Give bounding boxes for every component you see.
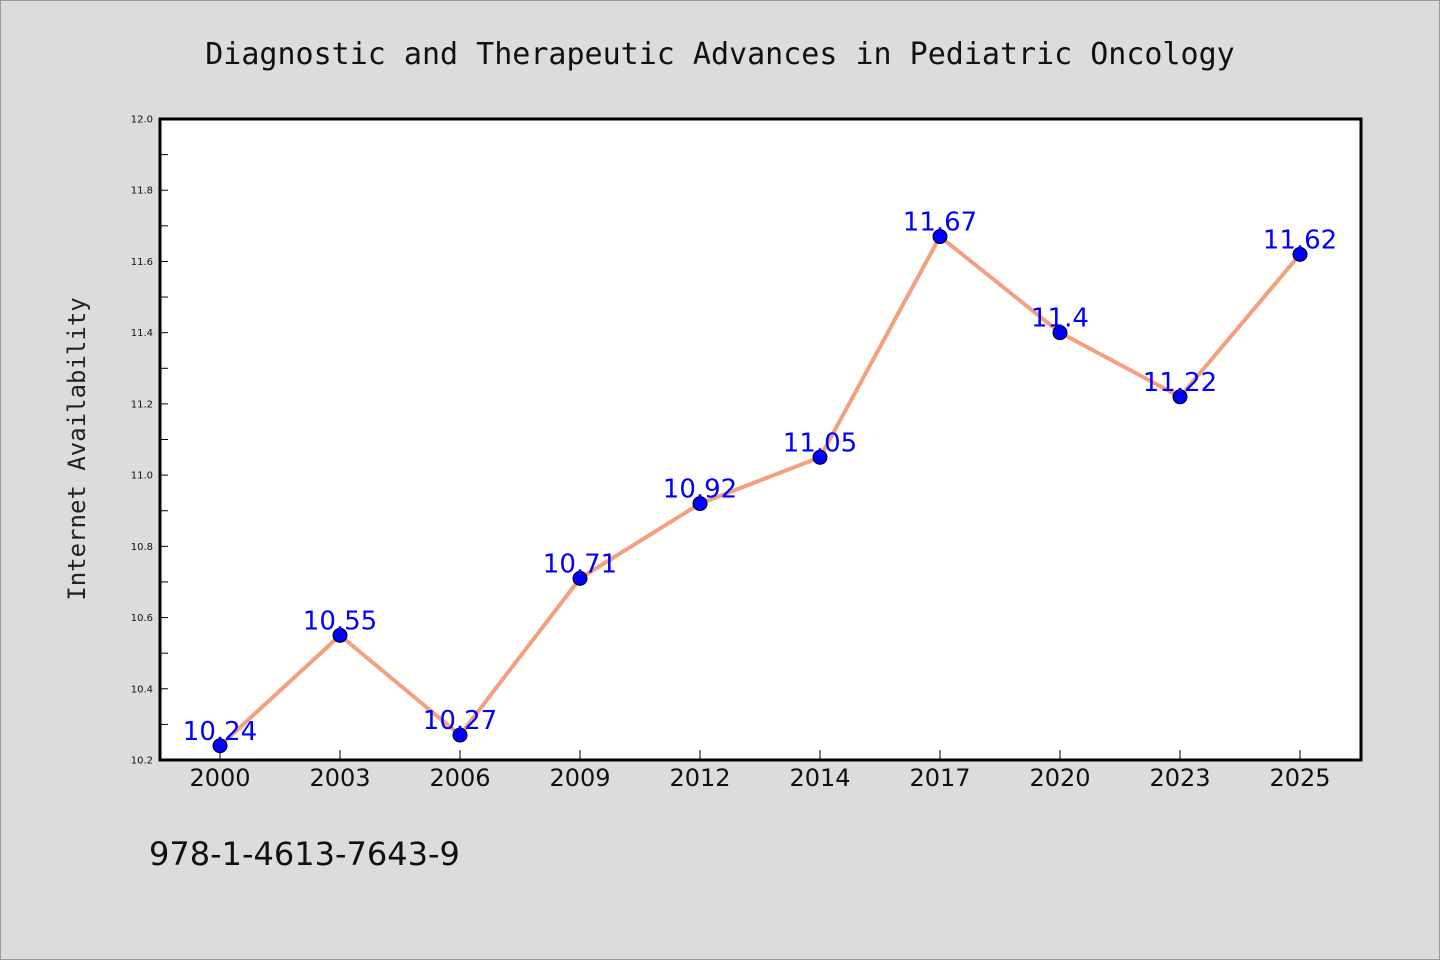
plot-area <box>160 119 1361 760</box>
data-point <box>332 627 348 643</box>
y-tick-label: 10.4 <box>131 684 153 695</box>
data-label: 10.92 <box>663 475 737 505</box>
series-line <box>218 234 1302 748</box>
data-label: 10.55 <box>303 606 377 636</box>
data-label: 11.05 <box>783 428 857 458</box>
y-tick-label: 11.6 <box>131 257 153 268</box>
data-label: 11.67 <box>903 208 977 238</box>
x-tick-label: 2003 <box>309 764 370 792</box>
x-tick-label: 2020 <box>1029 764 1090 792</box>
y-tick-label: 12.0 <box>131 115 153 126</box>
data-point <box>1172 389 1188 405</box>
y-axis-label: Internet Availability <box>63 297 91 600</box>
data-label-layer: 10.24 10.55 10.27 10.71 10.92 11.05 11.67 11.4 1… <box>183 208 1337 747</box>
x-tick-label: 2000 <box>189 764 250 792</box>
x-tick-label: 2023 <box>1149 764 1210 792</box>
isbn-text: 978-1-4613-7643-9 <box>149 835 460 873</box>
x-tick-label: 2014 <box>789 764 850 792</box>
series-layer <box>218 234 1302 748</box>
x-tick-label: 2017 <box>909 764 970 792</box>
plot-frame <box>158 117 1363 762</box>
y-tick-label: 11.0 <box>131 471 153 482</box>
data-point <box>572 570 588 586</box>
x-tick-label: 2006 <box>429 764 490 792</box>
data-label: 11.62 <box>1263 225 1337 255</box>
y-tick-label: 11.2 <box>131 399 153 410</box>
marker-layer <box>212 229 1308 754</box>
data-point <box>1052 325 1068 341</box>
y-tick-label: 10.8 <box>131 542 153 553</box>
x-tick-label: 2025 <box>1269 764 1330 792</box>
data-label: 11.22 <box>1143 368 1217 398</box>
y-tick-label: 10.6 <box>131 613 153 624</box>
data-point <box>692 496 708 512</box>
x-axis: 2000 2003 2006 2009 2012 2014 2017 2020 2023 2025 <box>189 750 1331 792</box>
y-tick-label: 11.8 <box>131 186 153 197</box>
data-label: 10.27 <box>423 706 497 736</box>
data-point <box>812 449 828 465</box>
data-label: 10.71 <box>543 549 617 579</box>
data-point <box>212 738 228 754</box>
y-axis: 10.2 10.4 10.6 10.8 11.0 11.2 11.4 11.6 11.8 12.0 <box>131 115 168 767</box>
y-tick-label: 10.2 <box>131 756 153 767</box>
chart-title: Diagnostic and Therapeutic Advances in P… <box>205 37 1235 72</box>
data-label: 10.24 <box>183 717 257 747</box>
x-tick-label: 2012 <box>669 764 730 792</box>
x-tick-label: 2009 <box>549 764 610 792</box>
data-label: 11.4 <box>1031 304 1089 334</box>
data-point <box>1292 246 1308 262</box>
data-point <box>452 727 468 743</box>
data-point <box>932 229 948 245</box>
y-tick-label: 11.4 <box>131 328 153 339</box>
